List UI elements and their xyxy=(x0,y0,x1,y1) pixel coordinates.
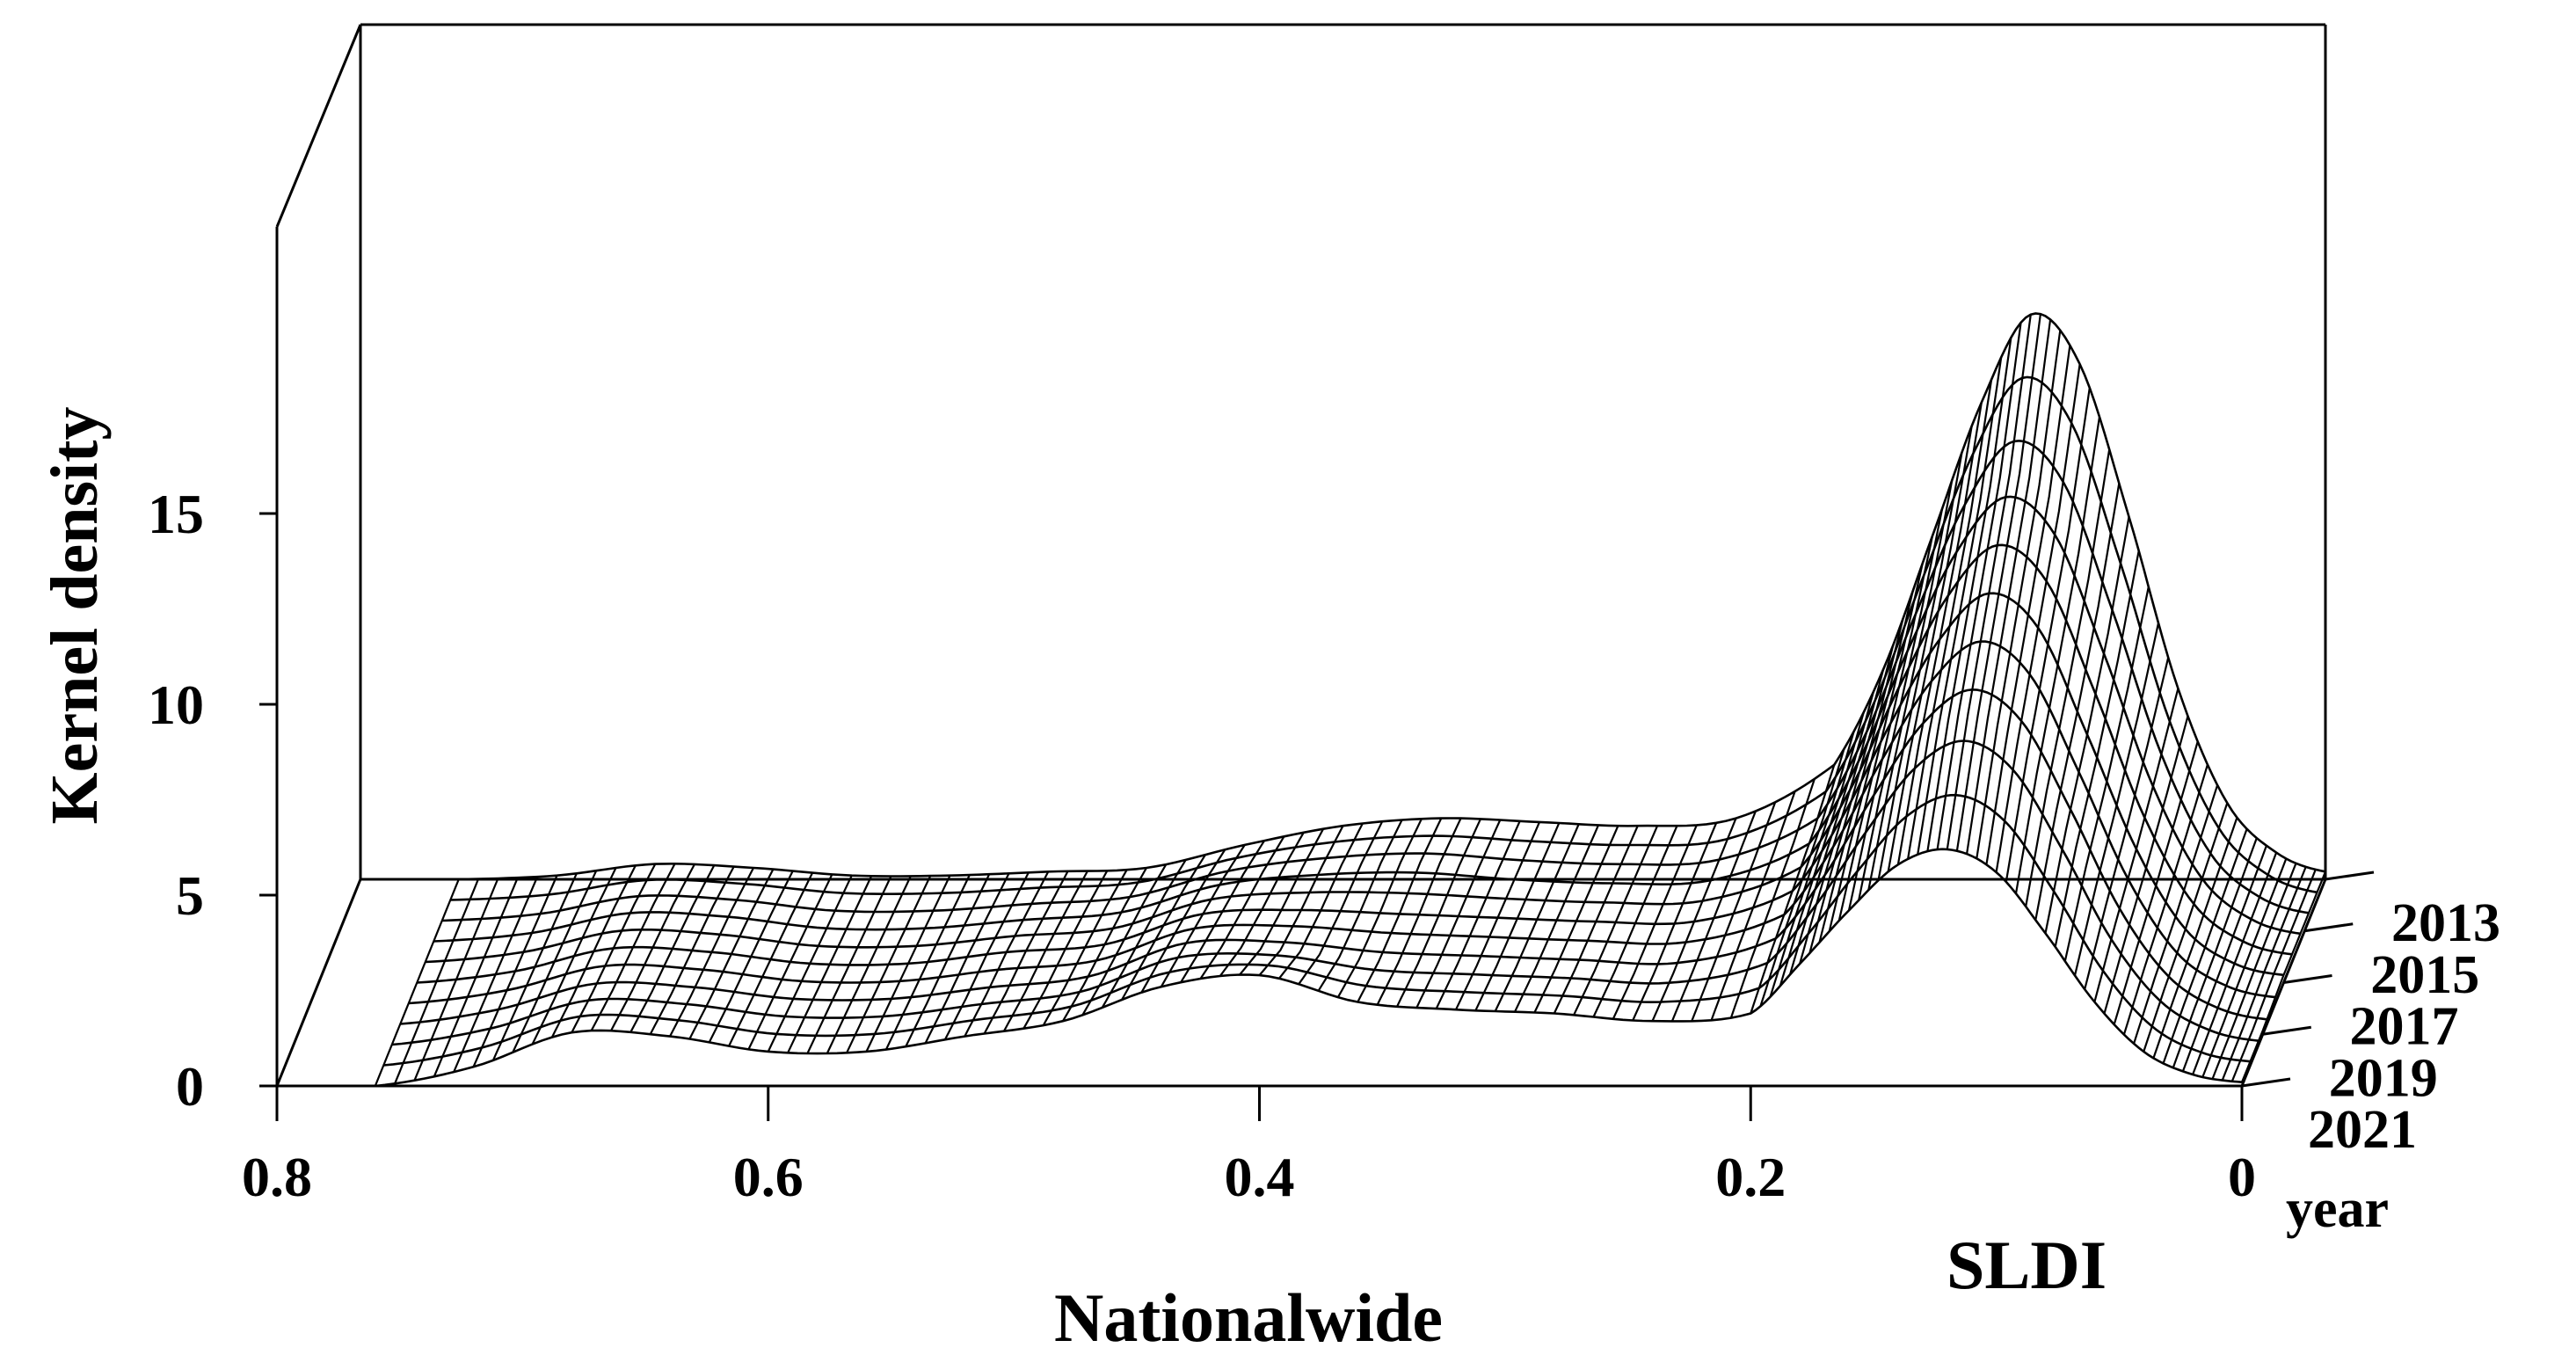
z-axis-title: Kernel density xyxy=(38,407,112,825)
mesh-depth-line xyxy=(1651,818,1737,1022)
mesh-profile-line xyxy=(441,439,2310,922)
year-tick-mark xyxy=(2283,974,2332,984)
year-tick-label: 2015 xyxy=(2370,945,2479,1005)
mesh-depth-line xyxy=(1258,825,1344,976)
x-tick-label: 0 xyxy=(2228,1146,2256,1208)
mesh-depth-line xyxy=(1955,313,2041,851)
mesh-depth-line xyxy=(964,871,1050,1038)
mesh-profile-line xyxy=(450,375,2318,901)
mesh-depth-line xyxy=(1415,820,1502,1009)
mesh-depth-line xyxy=(1396,818,1481,1008)
year-tick-label: 2017 xyxy=(2350,997,2459,1057)
x-axis-ticks: 0.8 0.6 0.4 0.2 0 xyxy=(242,1086,2256,1208)
surface-mesh xyxy=(374,312,2327,1088)
back-wall xyxy=(359,23,2327,881)
year-tick-label: 2021 xyxy=(2308,1100,2417,1160)
mesh-depth-line xyxy=(1317,820,1403,992)
mesh-profile-line xyxy=(375,848,2243,1088)
x-tick-label: 0.6 xyxy=(733,1146,804,1208)
year-tick-mark xyxy=(2262,1025,2311,1036)
mesh-depth-line xyxy=(1691,801,1777,1022)
z-axis-ticks: 0 5 10 15 xyxy=(148,483,277,1118)
bottom-title: Nationalwide xyxy=(1054,1279,1443,1355)
mesh-profile-line xyxy=(383,793,2251,1067)
mesh-depth-line xyxy=(2230,869,2317,1082)
z-tick-label: 15 xyxy=(148,483,204,545)
mesh-profile-line xyxy=(417,592,2284,984)
mesh-profile-line xyxy=(400,688,2267,1025)
x-axis-title: SLDI xyxy=(1947,1227,2107,1303)
z-tick-label: 0 xyxy=(176,1055,204,1118)
mesh-profile-line xyxy=(391,739,2259,1046)
mesh-depth-line xyxy=(1710,790,1796,1021)
year-tick-mark xyxy=(2325,871,2375,881)
mesh-depth-line xyxy=(2025,448,2111,907)
mesh-depth-line xyxy=(1966,319,2052,855)
x-tick-label: 0.2 xyxy=(1715,1146,1786,1208)
year-tick-mark xyxy=(2241,1077,2291,1088)
year-tick-mark xyxy=(2304,922,2354,933)
mesh-depth-line xyxy=(1239,828,1325,976)
mesh-profile-line xyxy=(433,495,2301,943)
mesh-depth-line xyxy=(2240,871,2327,1083)
x-tick-label: 0.8 xyxy=(242,1146,312,1208)
mesh-depth-line xyxy=(2034,483,2121,921)
z-tick-label: 10 xyxy=(148,674,204,736)
year-axis-title: year xyxy=(2286,1179,2389,1239)
mesh-profile-line xyxy=(425,543,2293,964)
x-tick-label: 0.4 xyxy=(1225,1146,1295,1208)
year-tick-label: 2019 xyxy=(2329,1048,2438,1108)
z-tick-label: 5 xyxy=(176,864,204,927)
mesh-profile-line xyxy=(458,312,2326,881)
mesh-profile-line xyxy=(408,640,2276,1005)
year-tick-label: 2013 xyxy=(2391,893,2500,953)
